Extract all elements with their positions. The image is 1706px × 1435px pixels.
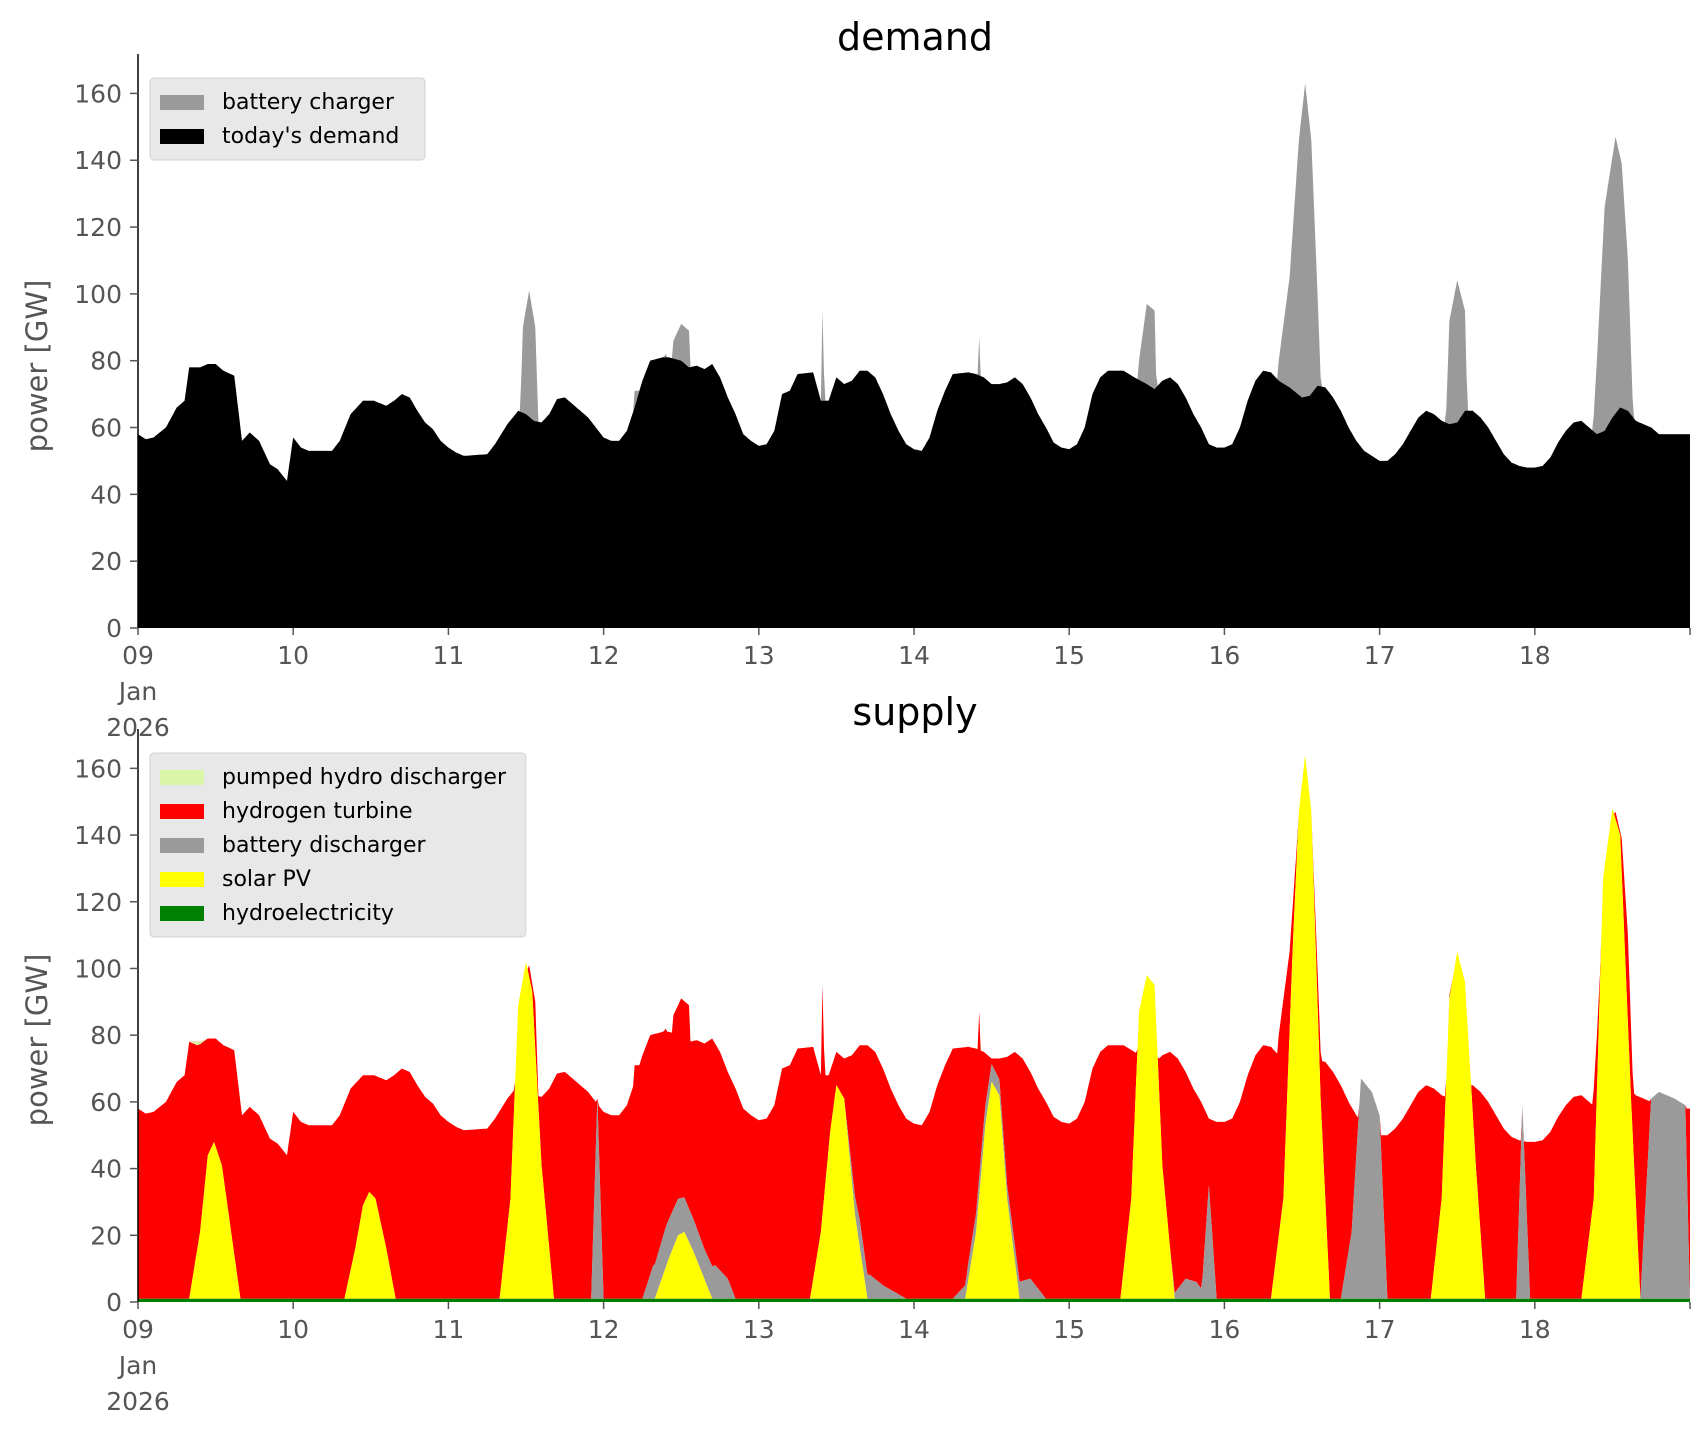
supply-y-tick-label: 120 [74,888,122,917]
demand-y-axis-label: power [GW] [20,280,54,453]
supply-legend-swatch [160,804,204,819]
supply-legend-label: battery discharger [222,833,427,858]
supply-legend-label: hydrogen turbine [222,799,413,824]
supply-y-tick-label: 80 [90,1021,122,1050]
demand-x-tick-label: 10 [277,641,309,670]
supply-area-layer [138,755,1690,1302]
supply-x-tick-label: 18 [1519,1315,1551,1344]
demand-x-tick-label: 15 [1053,641,1085,670]
supply-x-tick-label: 15 [1053,1315,1085,1344]
supply-x-tick-sublabel: 2026 [106,1387,170,1416]
demand-y-tick-label: 140 [74,146,122,175]
demand-legend-label: battery charger [222,90,395,115]
demand-legend-label: today's demand [222,124,399,149]
demand-y-tick-label: 20 [90,547,122,576]
demand-x-tick-label: 18 [1519,641,1551,670]
demand-x-tick-label: 12 [588,641,620,670]
demand-area-layer [138,83,1690,628]
supply-panel: supply 0 20 40 60 80 100 120 140 160 09 Jan 2026 10 1… [20,690,1691,1416]
supply-x-tick-label: 14 [898,1315,930,1344]
demand-x-tick-label: 17 [1364,641,1396,670]
demand-legend-swatch [160,129,204,144]
supply-y-tick-label: 100 [74,954,122,983]
supply-x-tick-label: 13 [743,1315,775,1344]
supply-legend-label: hydroelectricity [222,901,394,926]
demand-y-tick-label: 80 [90,347,122,376]
supply-x-tick-label: 09 [122,1315,154,1344]
demand-x-tick-label: 11 [432,641,464,670]
hydrogen-turbine-area [138,755,1690,1299]
demand-y-tick-label: 40 [90,480,122,509]
demand-x-tick-sublabel: Jan [117,677,158,706]
demand-y-tick-label: 60 [90,414,122,443]
supply-title: supply [852,690,977,734]
demand-y-tick-label: 160 [74,79,122,108]
supply-axes: 0 20 40 60 80 100 120 140 160 09 Jan 2026 10 11 12 13 14… [74,729,1691,1416]
demand-y-tick-label: 100 [74,280,122,309]
hydroelectricity-area [138,1298,1690,1302]
demand-y-tick-label: 120 [74,213,122,242]
supply-x-tick-label: 12 [588,1315,620,1344]
demand-x-tick-label: 09 [122,641,154,670]
supply-y-tick-label: 160 [74,754,122,783]
supply-y-tick-label: 40 [90,1155,122,1184]
demand-x-tick-label: 16 [1208,641,1240,670]
supply-legend-swatch [160,838,204,853]
demand-y-tick-label: 0 [106,614,122,643]
demand-legend-frame [149,77,426,161]
supply-legend-label: pumped hydro discharger [222,765,507,790]
supply-legend-frame [149,752,527,938]
demand-legend: battery charger today's demand [149,77,426,161]
supply-y-tick-label: 20 [90,1221,122,1250]
demand-legend-swatch [160,95,204,110]
supply-y-tick-label: 60 [90,1088,122,1117]
solar-pv-area [138,755,1690,1299]
supply-x-tick-label: 17 [1364,1315,1396,1344]
supply-y-tick-label: 0 [106,1288,122,1317]
supply-x-tick-label: 10 [277,1315,309,1344]
supply-legend-swatch [160,872,204,887]
supply-legend: pumped hydro discharger hydrogen turbine b… [149,752,527,938]
supply-y-tick-label: 140 [74,821,122,850]
supply-x-tick-label: 16 [1208,1315,1240,1344]
supply-legend-swatch [160,906,204,921]
supply-legend-swatch [160,770,204,785]
demand-title: demand [837,15,993,59]
supply-x-tick-sublabel: Jan [117,1351,158,1380]
supply-legend-label: solar PV [222,867,311,892]
demand-x-tick-label: 13 [743,641,775,670]
demand-x-tick-label: 14 [898,641,930,670]
supply-y-axis-label: power [GW] [20,954,54,1127]
supply-x-tick-label: 11 [432,1315,464,1344]
todays-demand-area [138,357,1690,628]
